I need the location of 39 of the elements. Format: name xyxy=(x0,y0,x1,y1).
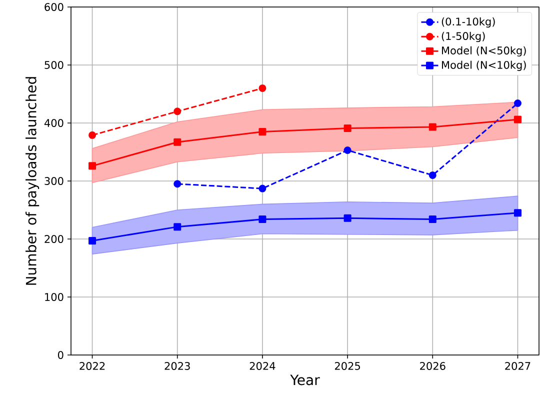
y-tick-label: 0 xyxy=(58,351,64,359)
point xyxy=(258,216,266,224)
point xyxy=(174,223,182,231)
x-tick-label: 2024 xyxy=(250,362,276,370)
y-tick-label: 100 xyxy=(45,293,64,301)
y-axis-title: Number of payloads launched xyxy=(26,77,40,285)
point xyxy=(174,180,182,188)
point xyxy=(344,124,352,132)
point xyxy=(428,171,436,179)
point xyxy=(88,162,96,170)
point xyxy=(258,128,266,136)
point xyxy=(344,214,352,222)
y-tick-label: 300 xyxy=(44,177,64,185)
x-tick-label: 2022 xyxy=(80,362,105,370)
point xyxy=(88,131,96,139)
point xyxy=(514,100,522,108)
x-tick-label: 2023 xyxy=(164,362,190,370)
point xyxy=(174,108,182,116)
x-tick-label: 2026 xyxy=(420,362,446,370)
legend-label: (1-50kg) xyxy=(442,32,485,42)
point xyxy=(174,138,182,146)
point xyxy=(428,216,436,224)
point xyxy=(514,116,522,124)
legend-label: Model (N<50kg) xyxy=(442,46,526,56)
point xyxy=(428,123,436,131)
point xyxy=(344,146,352,154)
x-tick-label: 2027 xyxy=(505,362,530,370)
y-tick-label: 500 xyxy=(44,61,64,69)
point xyxy=(258,84,266,92)
x-axis-title: Year xyxy=(290,374,320,386)
y-tick-label: 400 xyxy=(44,119,64,127)
y-tick-label: 600 xyxy=(44,3,64,11)
x-tick-label: 2025 xyxy=(334,362,360,370)
y-tick-label: 200 xyxy=(44,235,64,243)
legend-label: (0.1-10kg) xyxy=(442,17,495,28)
point xyxy=(88,236,96,244)
point xyxy=(514,209,522,217)
point xyxy=(258,184,266,192)
legend-label: Model (N<10kg) xyxy=(442,60,526,71)
